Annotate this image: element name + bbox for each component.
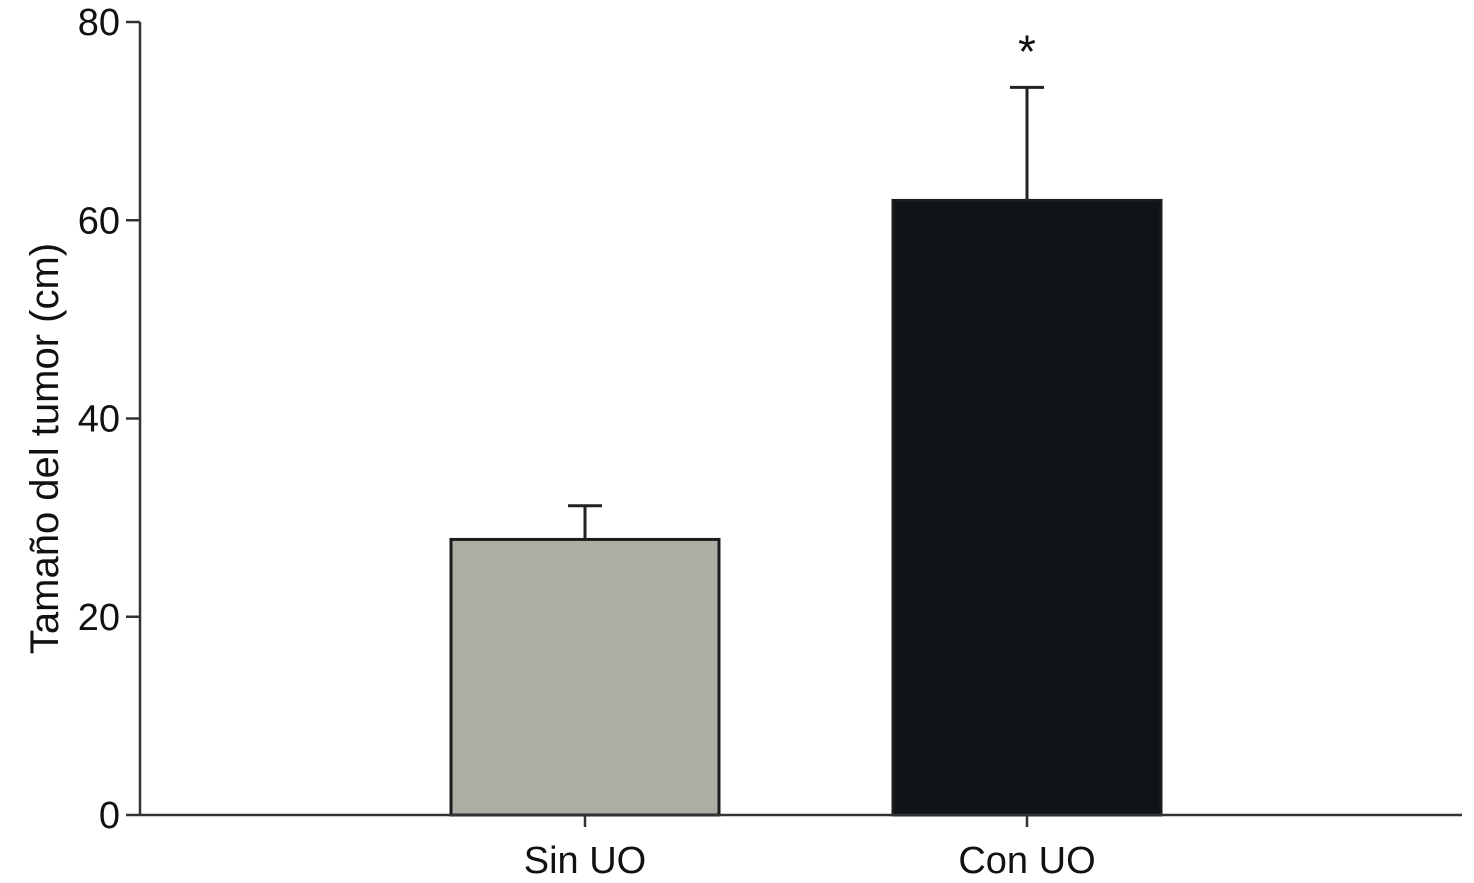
y-tick-label-80: 80 <box>78 2 120 44</box>
y-tick-label-60: 60 <box>78 200 120 242</box>
error-bars-layer <box>568 85 1044 540</box>
labels-layer: Sin UO Con UO 0 20 40 60 80 * <box>78 2 1096 882</box>
significance-marker: * <box>1018 25 1036 77</box>
bar-con-uo <box>891 198 1163 817</box>
y-axis-title: Tamaño del tumor (cm) <box>23 243 67 654</box>
y-tick-label-40: 40 <box>78 399 120 441</box>
axes-layer <box>126 20 1462 827</box>
bar-sin-uo <box>449 537 721 817</box>
x-tick-label-sin-uo: Sin UO <box>524 840 646 882</box>
y-tick-label-0: 0 <box>99 795 120 837</box>
x-tick-label-con-uo: Con UO <box>958 840 1095 882</box>
bars-layer <box>449 198 1163 817</box>
y-tick-label-20: 20 <box>78 597 120 639</box>
